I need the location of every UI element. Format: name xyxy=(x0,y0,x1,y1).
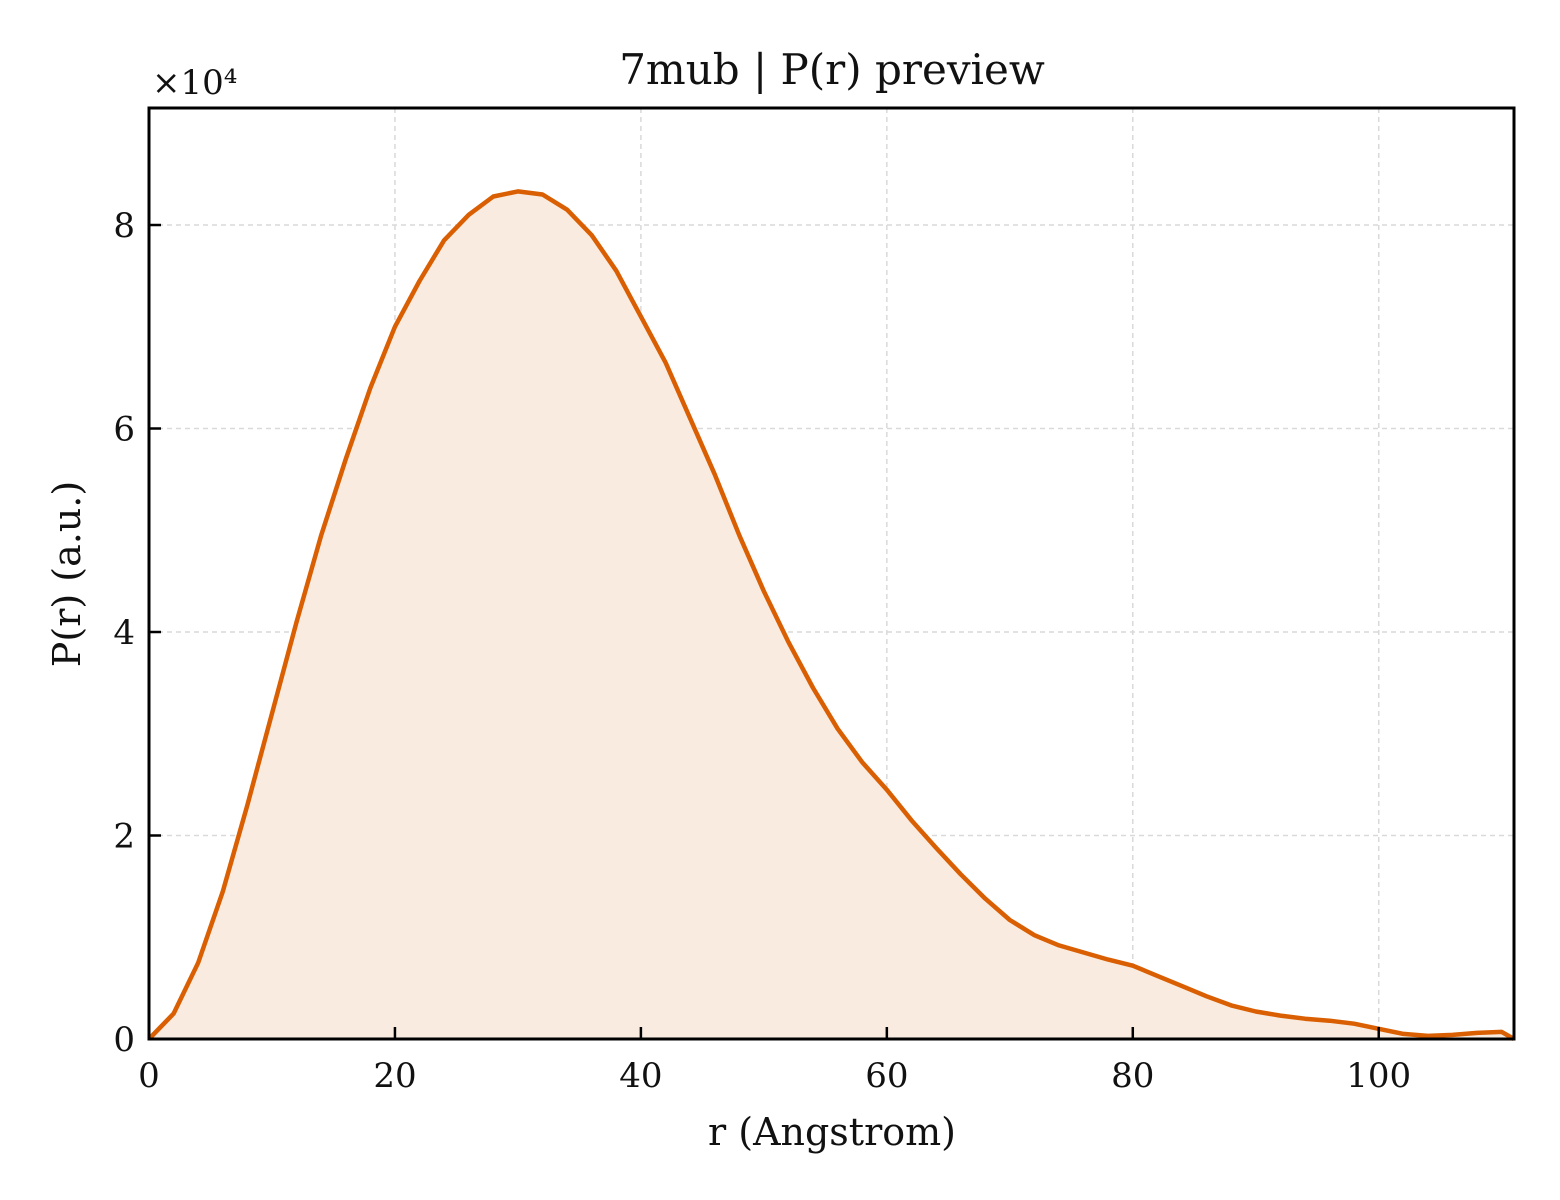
x-axis-label: r (Angstrom) xyxy=(708,1110,956,1154)
y-axis-label: P(r) (a.u.) xyxy=(45,481,89,667)
y-tick-label: 4 xyxy=(113,613,135,653)
x-tick-label: 0 xyxy=(138,1056,160,1096)
x-tick-label: 100 xyxy=(1346,1056,1411,1096)
pr-series-line xyxy=(147,189,1516,1041)
x-tick-label: 20 xyxy=(373,1056,416,1096)
x-tick-label: 40 xyxy=(619,1056,662,1096)
chart-title: 7mub | P(r) preview xyxy=(619,45,1045,94)
axis-ticks: 0 20 40 60 80 100 0 2 4 6 8 xyxy=(113,206,1411,1096)
pr-area-fill xyxy=(149,191,1514,1039)
x-tick-label: 60 xyxy=(865,1056,908,1096)
y-tick-label: 6 xyxy=(113,410,135,450)
y-tick-label: 8 xyxy=(113,206,135,246)
axes-frame xyxy=(147,106,1516,1041)
y-offset-label: ×10⁴ xyxy=(152,63,237,103)
x-tick-label: 80 xyxy=(1111,1056,1154,1096)
y-tick-label: 0 xyxy=(113,1020,135,1060)
y-tick-label: 2 xyxy=(113,817,135,857)
